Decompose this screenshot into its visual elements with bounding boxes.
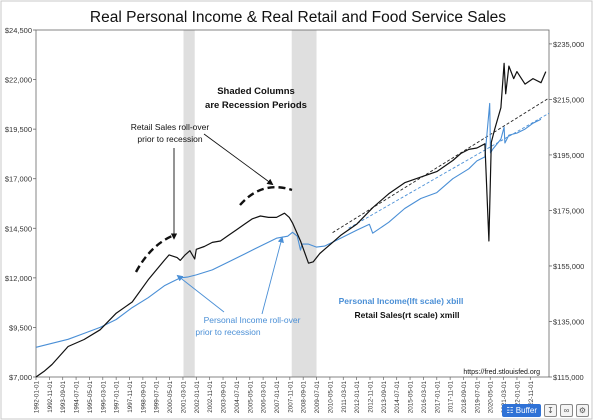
x-tick-label: 1992-01-01 xyxy=(34,381,41,414)
download-icon[interactable]: ↧ xyxy=(544,403,557,417)
buffer-label: Buffer xyxy=(515,405,537,415)
x-tick-label: 2002-01-01 xyxy=(194,381,201,414)
retail-rollover-arc-2 xyxy=(239,185,293,206)
recession-band-2 xyxy=(291,30,317,377)
income-arrow-2 xyxy=(261,236,284,315)
retail-sales-line xyxy=(35,62,547,378)
buffer-button[interactable]: ☷ Buffer xyxy=(502,403,541,417)
legend-retail: Retail Sales(rt scale) xmill xyxy=(355,310,460,320)
x-tick-label: 2022-11-01 xyxy=(528,381,535,413)
x-tick-label: 2018-09-01 xyxy=(461,381,468,414)
x-tick-label: 2019-07-01 xyxy=(474,381,481,414)
x-tick-label: 1995-05-01 xyxy=(87,381,94,414)
left-tick-label: $24,500 xyxy=(5,26,32,35)
recession-bands xyxy=(183,30,317,377)
x-tick-label: 2022-01-01 xyxy=(514,381,521,414)
series-lines xyxy=(35,62,547,378)
x-tick-label: 1996-03-01 xyxy=(100,381,107,414)
left-tick-label: $12,000 xyxy=(5,274,32,283)
x-tick-label: 1999-07-01 xyxy=(154,381,161,414)
shaded-note-line-2: are Recession Periods xyxy=(205,100,307,111)
x-tick-label: 2014-07-01 xyxy=(394,381,401,414)
right-tick-label: $195,000 xyxy=(553,151,584,160)
left-axis: $7,000 $9,500 $12,000 $14,500 $17,000 $19,500… xyxy=(5,26,36,382)
x-tick-label: 2011-03-01 xyxy=(341,381,348,413)
x-tick-label: 1997-01-01 xyxy=(114,381,121,414)
trendline-left xyxy=(348,112,550,229)
right-tick-label: $155,000 xyxy=(553,262,584,271)
shaded-note-line-1: Shaded Columns xyxy=(217,86,295,97)
x-tick-label: 2020-05-01 xyxy=(488,381,495,414)
x-tick-label: 2004-07-01 xyxy=(234,381,241,414)
x-tick-label: 2012-11-01 xyxy=(367,381,374,413)
x-tick-label: 2013-09-01 xyxy=(381,381,388,414)
share-toolbar: ☷ Buffer ↧ ∞ ⚙ xyxy=(502,403,589,417)
x-tick-label: 1994-07-01 xyxy=(74,381,81,414)
settings-icon[interactable]: ⚙ xyxy=(576,403,589,417)
x-tick-label: 2001-03-01 xyxy=(180,381,187,414)
income-rollover-line-2: prior to recession xyxy=(195,327,260,337)
x-tick-label: 1992-11-01 xyxy=(47,381,54,413)
plot-area xyxy=(35,29,550,378)
retail-rollover-arc-1 xyxy=(134,234,173,273)
x-tick-label: 2017-11-01 xyxy=(448,381,455,413)
left-tick-label: $22,000 xyxy=(5,76,32,85)
x-tick-label: 2015-05-01 xyxy=(408,381,415,414)
x-tick-label: 1997-11-01 xyxy=(127,381,134,413)
trendline-right xyxy=(332,97,550,234)
legend-income: Personal Income(lft scale) xbill xyxy=(339,296,464,306)
buffer-icon: ☷ xyxy=(506,405,516,415)
left-tick-label: $14,500 xyxy=(5,224,32,233)
personal-income-line xyxy=(35,102,542,348)
right-axis: $115,000 $135,000 $155,000 $175,000 $195,000… xyxy=(549,40,584,382)
right-tick-label: $175,000 xyxy=(553,206,584,215)
left-tick-label: $9,500 xyxy=(9,323,32,332)
x-tick-label: 2016-03-01 xyxy=(421,381,428,414)
x-tick-label: 2000-05-01 xyxy=(167,381,174,414)
x-tick-label: 2002-11-01 xyxy=(207,381,214,413)
retail-rollover-line-1: Retail Sales roll-over xyxy=(131,122,210,132)
source-note: https://fred.stlouisfed.org xyxy=(463,369,540,376)
x-tick-label: 2005-05-01 xyxy=(247,381,254,414)
x-tick-label: 2009-07-01 xyxy=(314,381,321,414)
left-tick-label: $19,500 xyxy=(5,125,32,134)
income-rollover-line-1: Personal Income roll-over xyxy=(204,315,301,325)
right-tick-label: $215,000 xyxy=(553,95,584,104)
left-tick-label: $7,000 xyxy=(9,373,32,382)
income-arrow-1 xyxy=(176,274,225,313)
x-tick-label: 2021-03-01 xyxy=(501,381,508,414)
right-tick-label: $135,000 xyxy=(553,317,584,326)
x-tick-label: 1998-09-01 xyxy=(140,381,147,414)
right-tick-label: $235,000 xyxy=(553,40,584,49)
x-tick-label: 2012-01-01 xyxy=(354,381,361,414)
recession-band-1 xyxy=(183,30,195,377)
left-tick-label: $17,000 xyxy=(5,175,32,184)
retail-arrow-2 xyxy=(203,133,274,186)
link-icon[interactable]: ∞ xyxy=(560,403,573,417)
x-tick-label: 1993-09-01 xyxy=(60,381,67,414)
x-tick-label: 2007-11-01 xyxy=(287,381,294,413)
x-tick-label: 2006-03-01 xyxy=(261,381,268,414)
x-tick-label: 2010-05-01 xyxy=(327,381,334,414)
trendlines xyxy=(332,97,550,234)
x-tick-label: 2008-09-01 xyxy=(301,381,308,414)
x-tick-label: 2017-01-01 xyxy=(434,381,441,414)
x-tick-label: 2003-09-01 xyxy=(221,381,228,414)
x-tick-label: 2007-01-01 xyxy=(274,381,281,414)
chart-title: Real Personal Income & Real Retail and F… xyxy=(90,9,506,26)
x-axis: 1992-01-01 1992-11-01 1993-09-01 1994-07-01… xyxy=(34,377,535,413)
right-tick-label: $115,000 xyxy=(553,373,584,382)
retail-rollover-line-2: prior to recession xyxy=(137,134,202,144)
